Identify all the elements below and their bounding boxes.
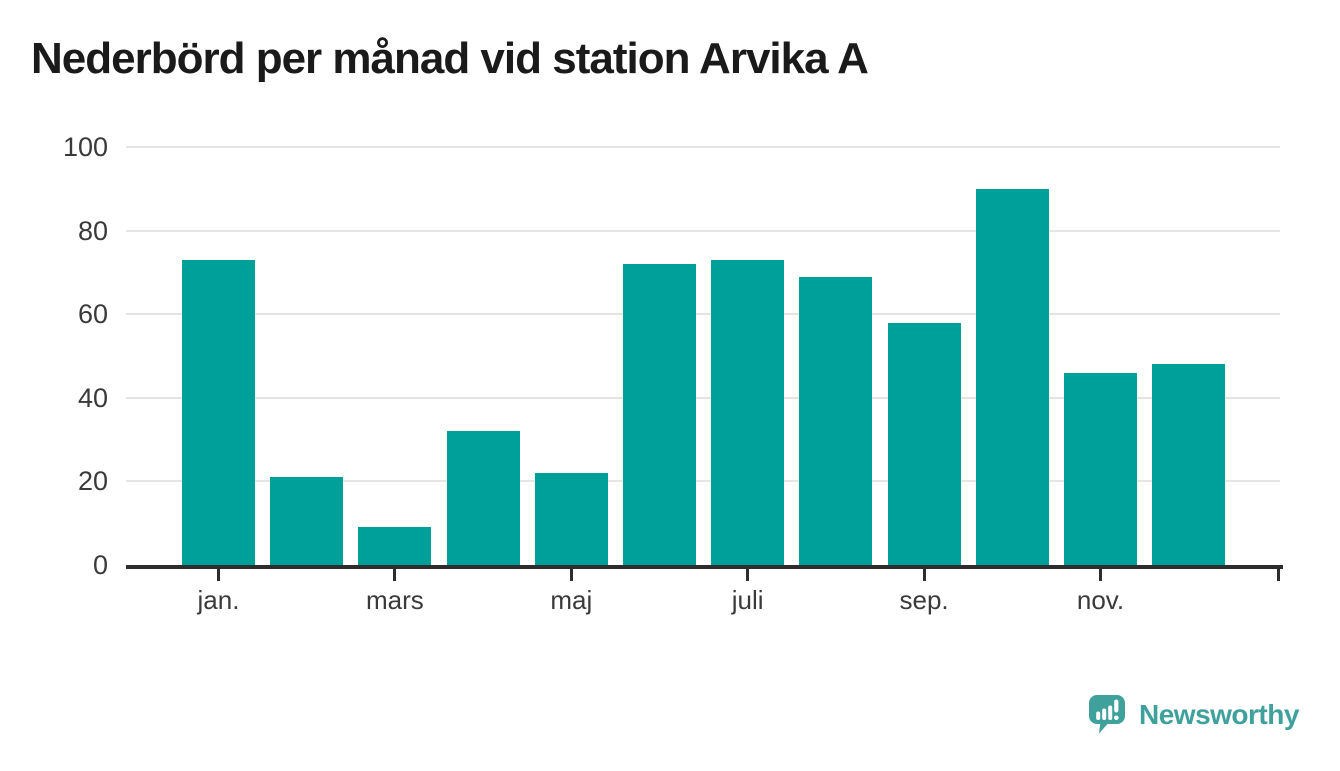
x-axis-end-tick — [1277, 565, 1280, 581]
x-tick-label-sep.: sep. — [899, 585, 949, 615]
chart-title: Nederbörd per månad vid station Arvika A — [31, 34, 869, 83]
bar-nov. — [1064, 372, 1137, 565]
bar-okt. — [975, 188, 1049, 565]
bar-juni — [623, 264, 696, 565]
plot-area — [126, 146, 1280, 565]
x-axis-line — [126, 565, 1283, 569]
x-tick-jan. — [217, 569, 220, 581]
x-tick-label-mars: mars — [366, 585, 424, 615]
x-tick-nov. — [1099, 569, 1102, 581]
x-tick-label-juli: juli — [731, 585, 764, 615]
gridline-40 — [126, 396, 1280, 399]
gridline-80 — [126, 229, 1280, 232]
y-tick-label-0: 0 — [92, 550, 108, 580]
x-tick-label-nov.: nov. — [1076, 585, 1125, 615]
branding: Newsworthy — [1088, 694, 1299, 736]
bar-aug. — [799, 276, 873, 565]
gridline-60 — [126, 313, 1280, 316]
y-tick-label-60: 60 — [77, 299, 108, 330]
bar-apr. — [446, 431, 520, 565]
bar-juli — [711, 259, 785, 565]
newsworthy-logo-icon — [1089, 695, 1125, 734]
x-tick-mars — [393, 569, 397, 581]
y-tick-label-100: 100 — [62, 132, 108, 162]
x-tick-label-maj: maj — [550, 585, 593, 615]
bar-mars — [358, 527, 432, 565]
y-tick-label-40: 40 — [77, 382, 108, 413]
x-tick-juli — [746, 569, 750, 581]
gridline-20 — [126, 480, 1280, 483]
gridline-100 — [126, 146, 1280, 148]
x-tick-label-jan.: jan. — [197, 585, 240, 615]
y-tick-label-80: 80 — [77, 215, 108, 246]
x-tick-maj — [569, 569, 573, 581]
bar-feb. — [270, 477, 344, 565]
bar-sep. — [887, 322, 961, 565]
brand-name: Newsworthy — [1139, 699, 1299, 730]
bar-dec. — [1152, 364, 1226, 565]
bar-maj — [534, 473, 608, 565]
bar-jan. — [182, 259, 255, 565]
y-tick-label-20: 20 — [77, 466, 108, 497]
x-tick-sep. — [922, 569, 926, 581]
